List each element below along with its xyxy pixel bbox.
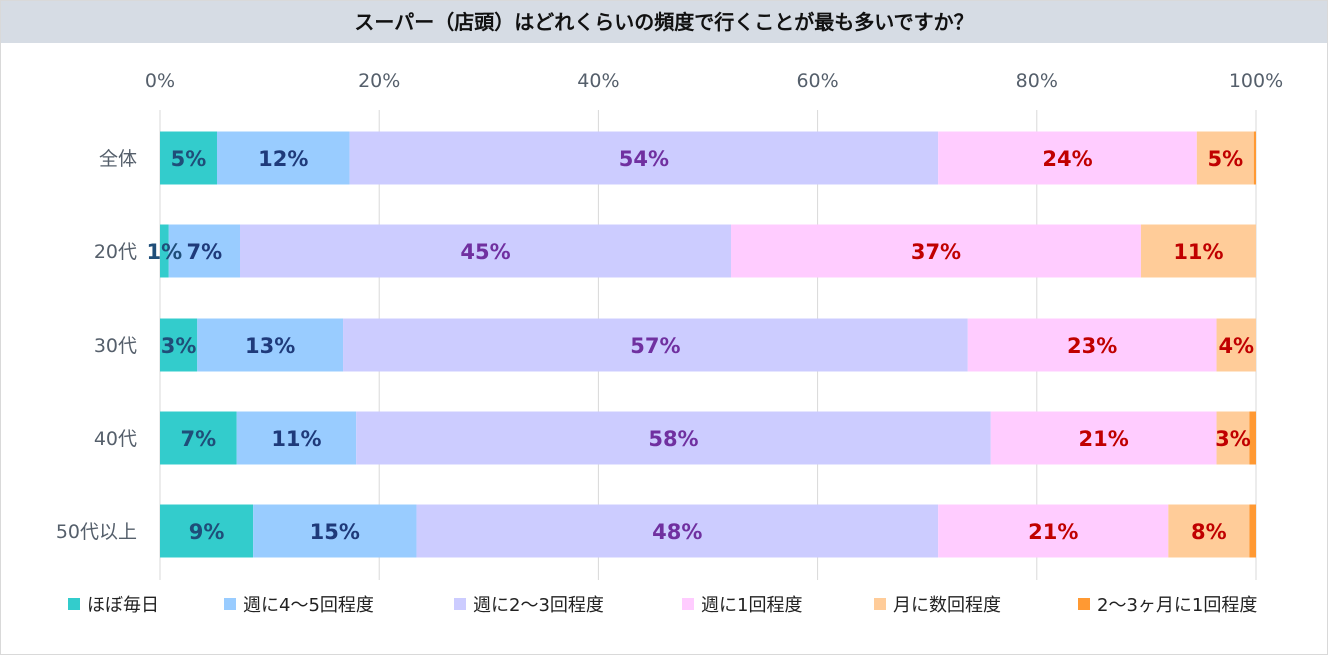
bar-segment-1-1 xyxy=(168,224,241,278)
x-tick-label-0: 0% xyxy=(145,70,175,92)
data-label-4-1: 15% xyxy=(310,520,360,544)
data-label-0-4: 5% xyxy=(1207,147,1243,171)
category-label-3: 40代 xyxy=(94,428,137,450)
bar-segment-1-4 xyxy=(1140,224,1256,278)
bar-segment-0-2 xyxy=(349,131,939,185)
legend-swatch-4 xyxy=(874,598,886,610)
title-bar: スーパー（店頭）はどれくらいの頻度で行くことが最も多いですか？ xyxy=(1,1,1327,43)
data-label-0-1: 12% xyxy=(258,147,308,171)
bar-segment-4-5 xyxy=(1249,504,1256,558)
bar-segment-2-4 xyxy=(1216,318,1256,372)
data-label-3-0: 7% xyxy=(181,427,217,451)
bar-segment-4-4 xyxy=(1168,504,1250,558)
data-label-2-2: 57% xyxy=(630,334,680,358)
x-tick-label-3: 60% xyxy=(796,70,838,92)
legend-swatch-5 xyxy=(1078,598,1090,610)
x-tick-label-1: 20% xyxy=(358,70,400,92)
legend-label-0: ほぼ毎日 xyxy=(87,595,159,616)
bar-segment-2-3 xyxy=(967,318,1217,372)
legend-swatch-3 xyxy=(682,598,694,610)
data-label-4-4: 8% xyxy=(1191,520,1227,544)
bar-segment-3-3 xyxy=(990,411,1217,465)
data-label-1-1: 7% xyxy=(187,240,223,264)
category-label-1: 20代 xyxy=(94,241,137,263)
bar-segment-0-3 xyxy=(938,131,1197,185)
bar-segment-3-4 xyxy=(1216,411,1250,465)
bar-segment-4-3 xyxy=(938,504,1169,558)
legend-label-5: 2〜3ヶ月に1回程度 xyxy=(1097,595,1257,616)
data-label-0-3: 24% xyxy=(1042,147,1092,171)
x-tick-label-4: 80% xyxy=(1016,70,1058,92)
bar-segment-3-2 xyxy=(356,411,991,465)
legend-swatch-1 xyxy=(224,598,236,610)
x-tick-label-2: 40% xyxy=(577,70,619,92)
bar-segment-3-1 xyxy=(236,411,357,465)
data-label-4-2: 48% xyxy=(652,520,702,544)
legend-swatch-0 xyxy=(68,598,80,610)
x-tick-label-5: 100% xyxy=(1229,70,1283,92)
bar-segment-1-2 xyxy=(240,224,732,278)
category-label-2: 30代 xyxy=(94,335,137,357)
bar-segment-2-1 xyxy=(197,318,344,372)
data-label-2-0: 3% xyxy=(161,334,197,358)
bar-segment-0-0 xyxy=(160,131,217,185)
data-label-3-4: 3% xyxy=(1215,427,1251,451)
bar-segment-3-5 xyxy=(1249,411,1256,465)
data-label-3-3: 21% xyxy=(1079,427,1129,451)
data-label-2-3: 23% xyxy=(1067,334,1117,358)
data-label-3-1: 11% xyxy=(271,427,321,451)
data-label-0-2: 54% xyxy=(619,147,669,171)
bar-segment-0-5 xyxy=(1253,131,1256,185)
data-label-2-1: 13% xyxy=(245,334,295,358)
data-label-1-0: 1% xyxy=(147,240,183,264)
bar-segment-3-0 xyxy=(160,411,237,465)
data-label-4-0: 9% xyxy=(189,520,225,544)
bar-segment-4-1 xyxy=(253,504,417,558)
bar-segment-1-0 xyxy=(160,224,169,278)
data-label-2-4: 4% xyxy=(1218,334,1254,358)
chart-title: スーパー（店頭）はどれくらいの頻度で行くことが最も多いですか？ xyxy=(354,10,974,34)
data-label-1-4: 11% xyxy=(1173,240,1223,264)
bar-segment-1-3 xyxy=(731,224,1141,278)
data-label-4-3: 21% xyxy=(1028,520,1078,544)
legend-label-4: 月に数回程度 xyxy=(893,595,1001,616)
bar-segment-2-2 xyxy=(343,318,968,372)
bar-segment-0-4 xyxy=(1196,131,1254,185)
category-label-4: 50代以上 xyxy=(56,521,137,543)
legend-label-3: 週に1回程度 xyxy=(701,595,802,616)
legend-label-1: 週に4〜5回程度 xyxy=(243,595,374,616)
bar-segment-4-2 xyxy=(416,504,939,558)
bar-segment-2-0 xyxy=(160,318,198,372)
bar-segment-4-0 xyxy=(160,504,254,558)
category-label-0: 全体 xyxy=(99,148,137,170)
legend-swatch-2 xyxy=(454,598,466,610)
data-label-0-0: 5% xyxy=(171,147,207,171)
data-label-1-2: 45% xyxy=(460,240,510,264)
legend-label-2: 週に2〜3回程度 xyxy=(473,595,604,616)
data-label-3-2: 58% xyxy=(648,427,698,451)
data-label-1-3: 37% xyxy=(911,240,961,264)
bar-segment-0-1 xyxy=(216,131,350,185)
